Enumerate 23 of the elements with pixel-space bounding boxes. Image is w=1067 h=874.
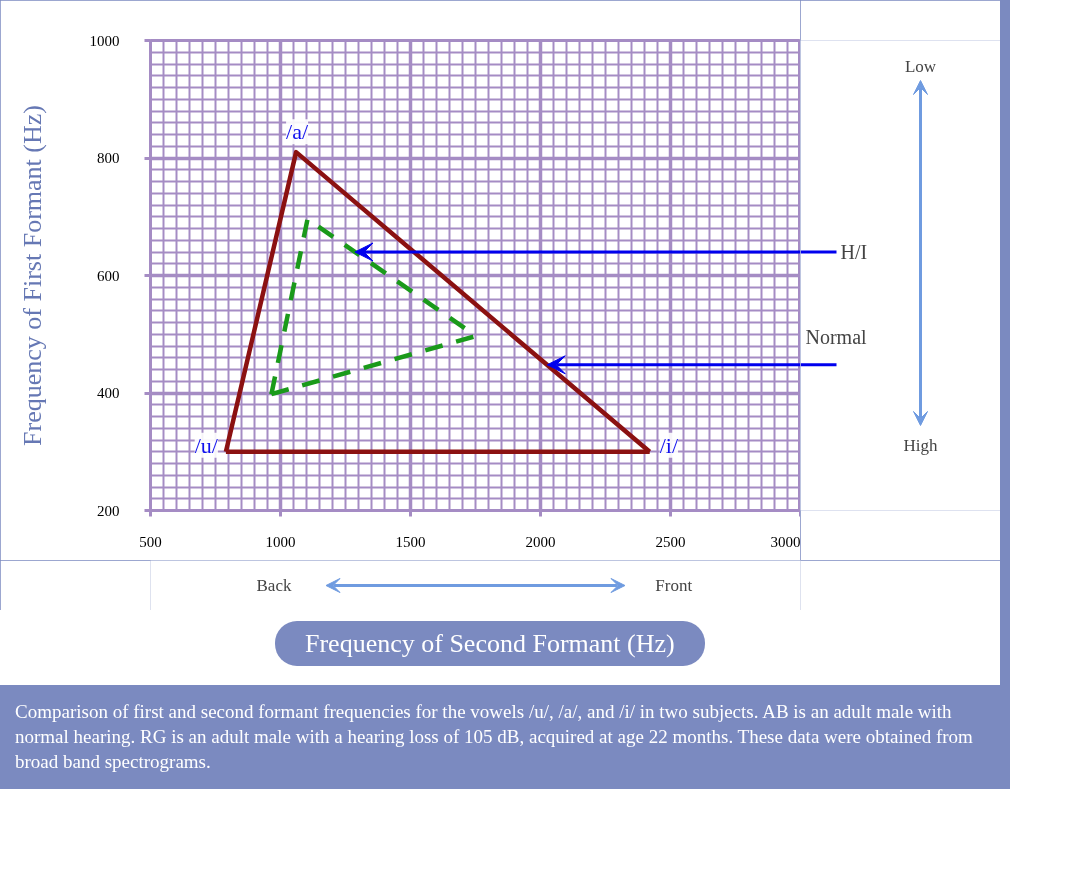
text: Comparison of first and second formant frequencies for the vowels /u/, /a/, and /i/ in two subjects. AB is an adult male with normal hearing. RG is an adult male with a hearing loss of 105 dB, acquired at age 22 months. These data were obtained from broad band spectrograms.: [15, 700, 974, 774]
x-tick-label: 1500: [395, 533, 426, 550]
x-tick-label: 2500: [655, 533, 686, 550]
x-tick-label: 2000: [525, 533, 556, 550]
annotation: /i/: [659, 432, 679, 458]
annotation: Normal: [805, 325, 868, 348]
y-tick-label: 1000: [89, 32, 120, 49]
x-tick-label: 1000: [265, 533, 296, 550]
y-tick-label: 600: [97, 267, 120, 284]
text: H/I: [840, 241, 868, 263]
text: Back: [256, 576, 292, 595]
text: Front: [655, 576, 693, 595]
annotation: /a/: [286, 119, 309, 145]
x-axis-title: Frequency of Second Formant (Hz): [305, 628, 675, 660]
y-axis-title: Frequency of First Formant (Hz): [17, 105, 47, 446]
y-tick-label: 800: [97, 150, 120, 166]
x-tick-label: 3000: [770, 533, 801, 550]
y-tick-label: 400: [97, 385, 120, 401]
y-tick-label: 200: [97, 502, 120, 519]
x-tick-label: 500: [139, 533, 162, 550]
text: Low: [904, 56, 937, 76]
text: High: [903, 435, 938, 455]
annotation: /u/: [194, 432, 219, 458]
